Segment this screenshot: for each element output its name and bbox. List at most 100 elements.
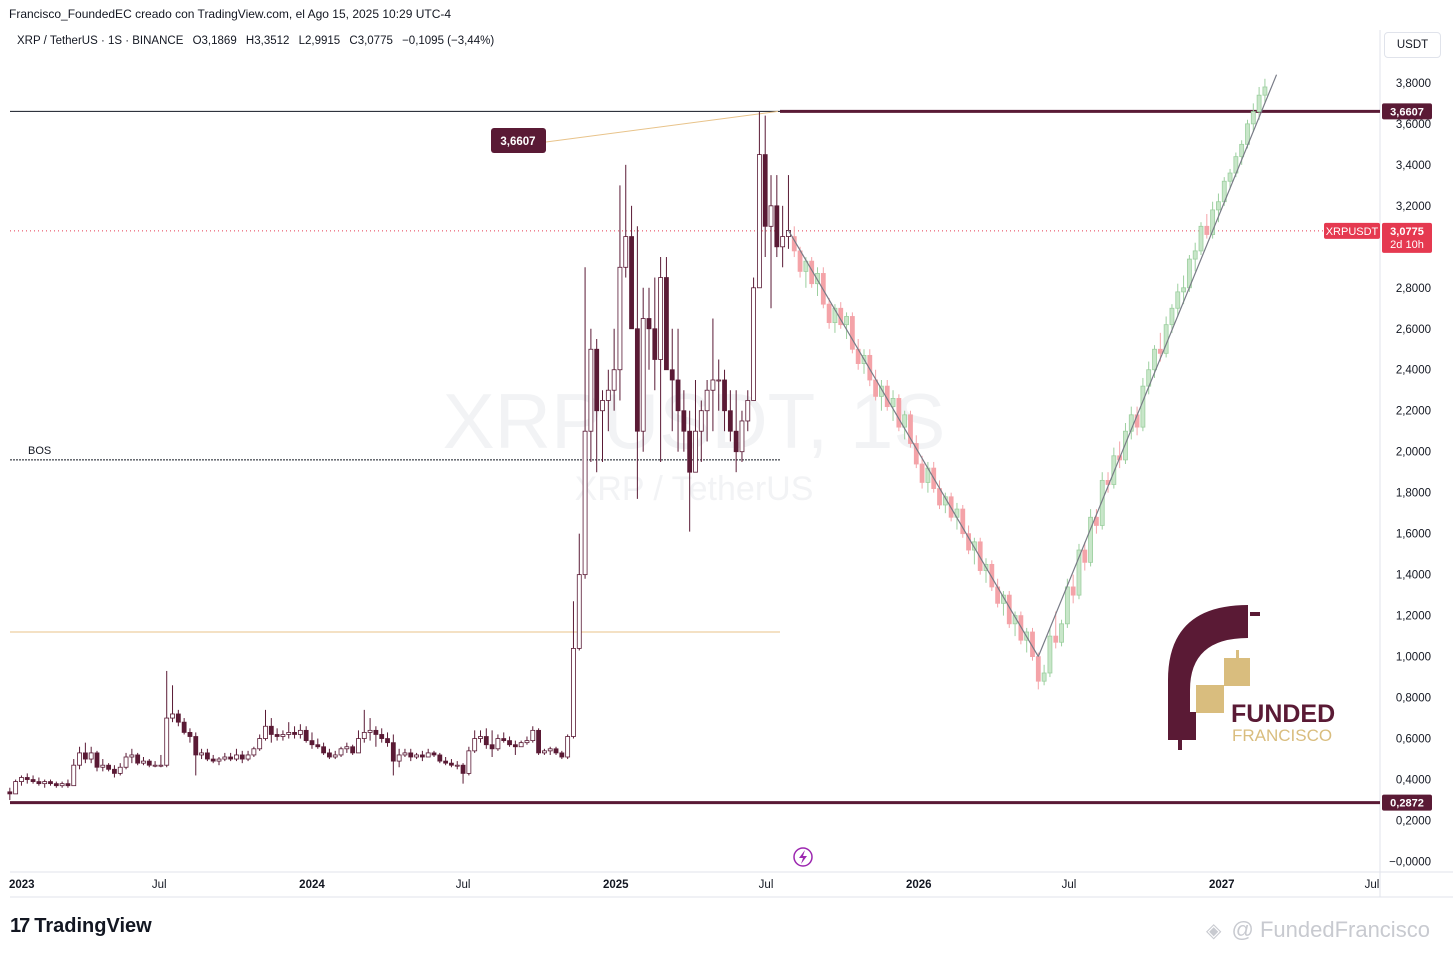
candle-body (489, 744, 495, 750)
candle-body (396, 754, 402, 762)
candle-body (274, 734, 280, 737)
y-tick-label: 2,8000 (1396, 283, 1431, 295)
candle-body (170, 713, 175, 719)
projection-candle-body (1140, 385, 1146, 428)
projection-candle-body (1041, 672, 1047, 682)
projection-candle-body (1216, 201, 1221, 211)
projection-candle-body (1123, 430, 1128, 461)
candle-body (71, 764, 77, 787)
candle-body (739, 420, 745, 453)
candle-body (88, 752, 94, 760)
projection-candle-body (1192, 250, 1198, 260)
candle-body (315, 744, 321, 748)
projection-candle-body (1210, 209, 1216, 235)
lightning-icon[interactable] (793, 847, 813, 867)
candle-body (280, 734, 286, 737)
candle-body (123, 756, 129, 768)
projection-candle-body (1070, 586, 1076, 596)
candle-body (780, 236, 786, 248)
candle-body (327, 752, 332, 758)
ohlc-open: O3,1869 (192, 35, 237, 47)
candle-body (762, 154, 768, 227)
symbol-name[interactable]: XRP / TetherUS · 1S · BINANCE (17, 35, 184, 47)
candle-body (727, 410, 733, 432)
candle-body (698, 410, 704, 432)
projection-candle-body (1047, 635, 1053, 674)
candle-body (460, 764, 466, 774)
y-tick-label: 0,2000 (1396, 816, 1431, 828)
candle-body (756, 154, 762, 289)
currency-button[interactable]: USDT (1384, 32, 1441, 58)
candle-body (629, 236, 634, 330)
candle-body (164, 717, 170, 766)
candle-body (571, 648, 576, 737)
candle-body (478, 736, 483, 739)
projection-candle-body (960, 508, 966, 535)
brand-line1: FUNDED (1231, 700, 1335, 728)
y-tick-label: 0,4000 (1396, 775, 1431, 787)
ohlc-close: C3,0775 (349, 35, 393, 47)
candle-body (36, 781, 42, 785)
candle-body (332, 754, 338, 758)
projection-candle-body (1064, 586, 1070, 625)
candle-body (675, 379, 681, 412)
candle-body (152, 764, 158, 767)
candle-body (30, 779, 36, 782)
candle-body (344, 746, 350, 750)
candle-body (390, 742, 396, 762)
user-watermark-icon: ◈ (1206, 920, 1222, 942)
candle-body (367, 729, 373, 733)
candle-body (19, 777, 24, 782)
candle-body (379, 734, 385, 739)
projection-candle-body (1227, 172, 1233, 182)
projection-candle-body (1204, 225, 1210, 235)
candle-body (361, 732, 367, 739)
tradingview-logo[interactable]: 17 TradingView (10, 915, 152, 938)
projection-candle-body (1076, 549, 1082, 596)
candle-body (640, 318, 646, 432)
projection-candle-body (977, 541, 983, 571)
candle-body (309, 740, 315, 746)
candle-body (774, 205, 780, 248)
candle-body (199, 752, 204, 756)
projection-candle-body (1128, 414, 1134, 432)
level-price-box (1382, 103, 1432, 120)
tradingview-logo-icon: 17 (10, 915, 30, 937)
projection-candle-body (1256, 94, 1262, 112)
candle-body (582, 430, 588, 576)
candle-body (611, 369, 617, 391)
x-tick-label: Jul (1062, 879, 1077, 891)
high-callout[interactable]: 3,6607 (491, 128, 546, 153)
projection-candle-body (1035, 656, 1041, 682)
projection-candle-body (1152, 348, 1157, 371)
candle-body (53, 783, 59, 787)
ohlc-change: −0,1095 (−3,44%) (402, 35, 495, 47)
candle-body (292, 732, 297, 735)
projection-candle-body (1250, 111, 1256, 125)
y-tick-label: 2,2000 (1396, 406, 1431, 418)
y-tick-label: 1,2000 (1396, 611, 1431, 623)
high-callout-label: 3,6607 (500, 136, 535, 148)
x-tick-label: 2026 (906, 879, 932, 891)
candle-body (565, 736, 571, 758)
projection-candle-body (896, 398, 902, 428)
x-tick-label: Jul (759, 879, 774, 891)
projection-candle-body (1099, 479, 1105, 526)
candle-body (193, 736, 199, 756)
projection-candle-body (913, 443, 919, 465)
candle-body (42, 781, 48, 785)
candle-body (141, 760, 146, 764)
candle-body (646, 318, 652, 330)
x-tick-label: Jul (152, 879, 167, 891)
y-axis: 3,8000 3,6000 3,4000 3,2000 2,8000 2,6000 2,40… (1389, 78, 1431, 869)
candle-body (733, 430, 739, 453)
candle-body (135, 754, 141, 764)
projection-candle-body (1088, 516, 1094, 563)
candle-body (129, 754, 135, 758)
y-tick-label: 0,6000 (1396, 734, 1431, 746)
user-watermark-text: @ FundedFrancisco (1231, 917, 1430, 942)
x-tick-label: 2024 (299, 879, 325, 891)
projection-candle-body (1198, 225, 1204, 252)
projection-candle-body (867, 354, 873, 381)
